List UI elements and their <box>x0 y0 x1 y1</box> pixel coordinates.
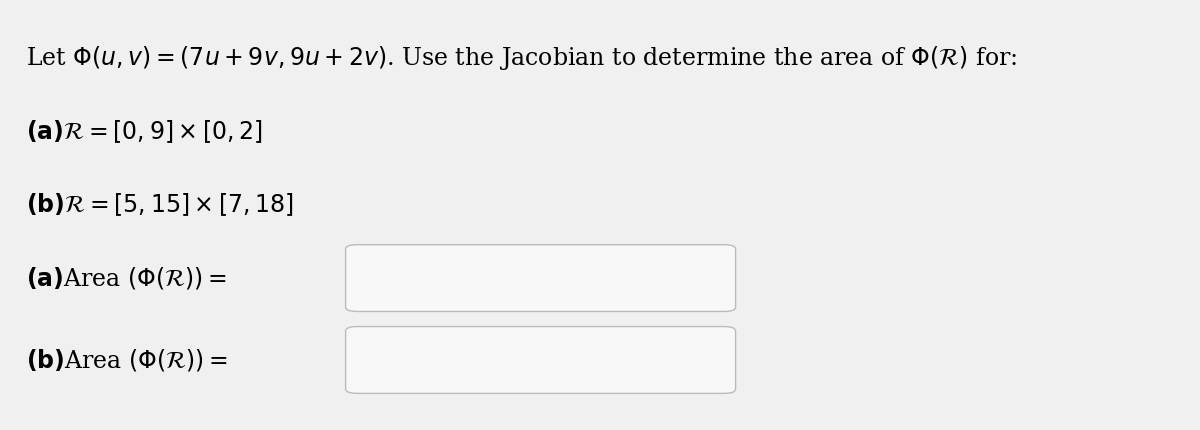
FancyBboxPatch shape <box>346 327 736 393</box>
FancyBboxPatch shape <box>346 245 736 312</box>
Text: $\mathbf{(b)}$Area $(\Phi(\mathcal{R})) = $: $\mathbf{(b)}$Area $(\Phi(\mathcal{R})) … <box>26 346 228 372</box>
Text: Let $\Phi(u, v) = (7u + 9v, 9u + 2v)$. Use the Jacobian to determine the area of: Let $\Phi(u, v) = (7u + 9v, 9u + 2v)$. U… <box>26 44 1018 72</box>
Text: $\mathbf{(a)}$Area $(\Phi(\mathcal{R})) = $: $\mathbf{(a)}$Area $(\Phi(\mathcal{R})) … <box>26 264 227 290</box>
Text: $\mathbf{(a)}\mathcal{R} = [0, 9] \times [0, 2]$: $\mathbf{(a)}\mathcal{R} = [0, 9] \times… <box>26 118 263 144</box>
Text: $\mathbf{(b)}\mathcal{R} = [5, 15] \times [7, 18]$: $\mathbf{(b)}\mathcal{R} = [5, 15] \time… <box>26 191 294 218</box>
